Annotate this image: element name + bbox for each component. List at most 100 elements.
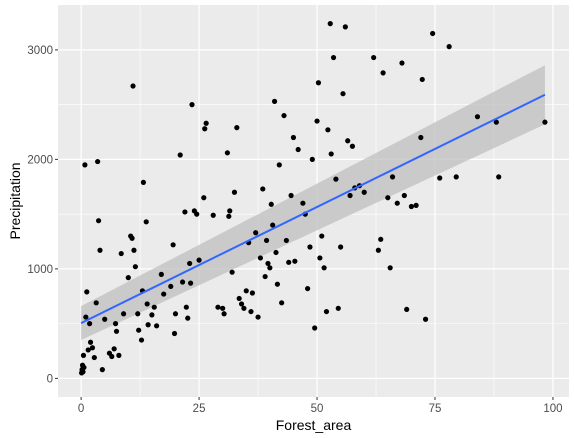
data-point [168, 283, 174, 290]
data-point [189, 102, 195, 108]
data-point [194, 211, 200, 217]
data-point [267, 265, 273, 271]
x-axis-title: Forest_area [276, 417, 352, 433]
data-point [418, 134, 424, 141]
data-point [327, 21, 333, 27]
data-point [143, 219, 149, 225]
data-point [99, 367, 105, 373]
data-point [236, 295, 242, 302]
data-point [138, 337, 145, 343]
data-point [154, 323, 160, 329]
data-point [281, 112, 287, 119]
data-point [446, 44, 452, 50]
data-point [158, 271, 164, 277]
data-point [243, 288, 249, 294]
data-point [437, 175, 443, 181]
data-point [85, 347, 91, 353]
data-point [80, 369, 86, 375]
data-point [361, 189, 367, 195]
data-point [263, 237, 270, 244]
data-point [202, 126, 208, 132]
data-point [89, 345, 96, 351]
data-point [112, 321, 119, 327]
data-point [408, 203, 415, 210]
data-point [295, 146, 301, 153]
data-point [118, 250, 124, 257]
data-point [325, 127, 331, 133]
data-point [171, 330, 178, 337]
data-point [201, 195, 207, 201]
data-point [111, 346, 117, 352]
data-point [255, 314, 261, 320]
data-point [249, 290, 255, 296]
data-point [413, 202, 419, 208]
data-point [307, 244, 313, 250]
data-point [404, 306, 410, 313]
data-point [375, 247, 381, 253]
data-point [319, 233, 325, 239]
data-point [253, 230, 259, 236]
data-point [394, 200, 400, 206]
data-point [183, 304, 189, 310]
data-point [333, 176, 339, 182]
data-point [268, 201, 274, 207]
y-tick-label: 0 [47, 373, 53, 385]
data-point [321, 265, 327, 271]
data-point [349, 143, 356, 149]
data-point [203, 120, 209, 126]
data-point [196, 257, 202, 263]
data-point [262, 273, 268, 280]
data-point [305, 285, 311, 292]
data-point [83, 314, 89, 320]
regression-line [80, 93, 546, 324]
data-point [241, 305, 247, 311]
data-point [144, 301, 150, 307]
y-axis-title: Precipitation [7, 162, 23, 239]
data-point [385, 195, 391, 201]
x-tick-label: 75 [429, 403, 442, 415]
data-point [389, 174, 396, 180]
data-point [542, 119, 548, 125]
data-point [387, 265, 393, 271]
y-axis: 0 1000 2000 3000 [27, 45, 58, 385]
data-point [179, 279, 186, 285]
x-tick-label: 0 [78, 403, 84, 415]
data-point [493, 119, 499, 125]
data-point [276, 162, 282, 168]
data-point [340, 91, 346, 97]
data-point [177, 152, 183, 158]
data-point [286, 259, 292, 265]
data-point [84, 289, 90, 295]
data-point [430, 30, 436, 37]
data-point [151, 304, 157, 310]
data-point [229, 269, 235, 275]
data-point [221, 311, 227, 317]
data-point [113, 328, 120, 334]
data-point [132, 264, 138, 270]
data-point [87, 339, 94, 345]
data-point [328, 151, 334, 157]
data-point [323, 308, 330, 315]
data-point [330, 54, 337, 61]
data-points [78, 21, 548, 376]
data-point [210, 212, 216, 218]
data-point [91, 354, 97, 361]
data-point [102, 316, 108, 322]
data-point [453, 174, 459, 180]
data-point [226, 213, 232, 219]
data-point [309, 156, 315, 162]
data-point [129, 235, 135, 241]
data-point [234, 125, 240, 131]
data-point [182, 209, 188, 215]
data-point [172, 311, 179, 317]
x-tick-label: 100 [543, 403, 562, 415]
data-point [81, 364, 87, 371]
data-point [80, 352, 87, 358]
y-tick-label: 3000 [27, 45, 53, 57]
data-point [315, 80, 322, 86]
data-point [130, 83, 136, 89]
data-point [271, 98, 278, 104]
data-point [224, 150, 230, 156]
data-point [87, 321, 93, 327]
